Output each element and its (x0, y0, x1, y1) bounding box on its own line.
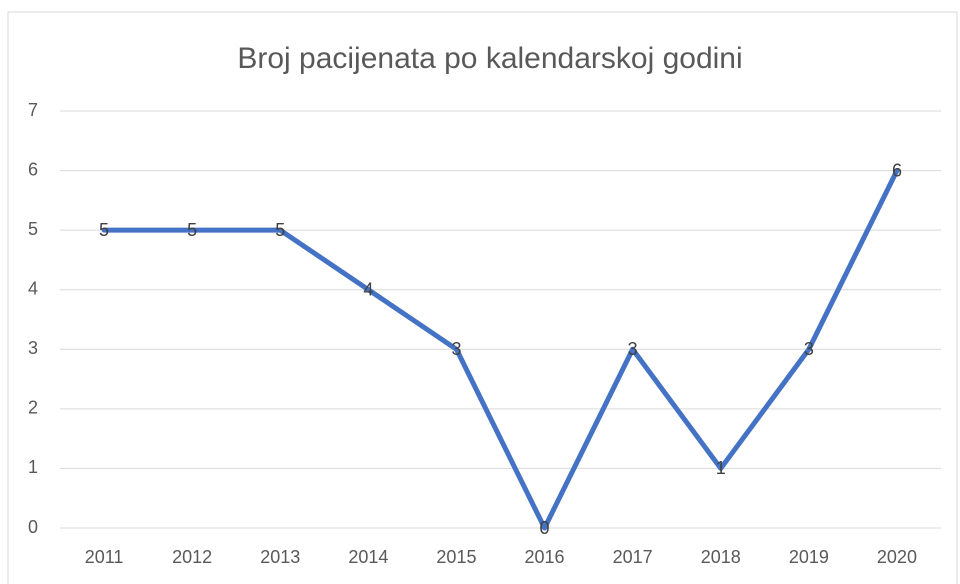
x-tick-label: 2014 (348, 547, 388, 567)
data-label: 5 (99, 220, 109, 240)
data-label: 0 (540, 518, 550, 538)
data-label: 3 (451, 339, 461, 359)
data-label: 4 (363, 279, 373, 299)
y-tick-label: 3 (28, 338, 38, 358)
data-label: 5 (187, 220, 197, 240)
line (101, 168, 900, 531)
y-tick-label: 2 (28, 398, 38, 418)
y-tick-label: 1 (28, 457, 38, 477)
x-tick-label: 2012 (172, 547, 212, 567)
chart-frame (7, 11, 958, 584)
y-tick-label: 5 (28, 219, 38, 239)
x-tick-label: 2011 (85, 547, 124, 567)
data-label: 5 (275, 220, 285, 240)
x-tick-label: 2020 (877, 547, 917, 567)
x-tick-label: 2013 (260, 547, 300, 567)
y-tick-label: 7 (28, 100, 38, 120)
y-tick-label: 6 (28, 159, 38, 179)
x-tick-label: 2016 (525, 547, 565, 567)
y-tick-label: 4 (28, 278, 38, 298)
data-label: 3 (628, 339, 638, 359)
chart-title: Broj pacijenata po kalendarskoj godini (237, 42, 742, 75)
x-tick-label: 2015 (436, 547, 476, 567)
x-tick-label: 2019 (789, 547, 829, 567)
data-label: 6 (892, 160, 902, 180)
x-tick-label: 2017 (613, 547, 653, 567)
data-label: 1 (716, 458, 726, 478)
data-label: 3 (804, 339, 814, 359)
y-tick-label: 0 (28, 517, 38, 537)
x-tick-label: 2018 (701, 547, 741, 567)
